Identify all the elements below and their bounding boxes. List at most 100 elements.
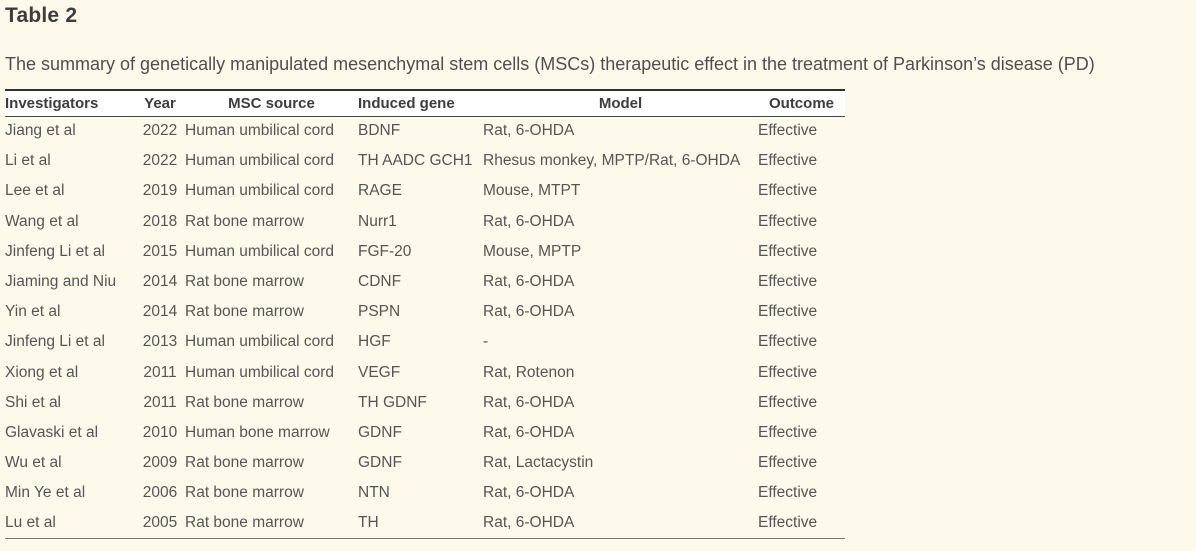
cell-investigators: Glavaski et al [5, 423, 99, 441]
column-header-induced-gene: Induced gene [358, 94, 455, 112]
table-row: Jinfeng Li et al 2015 Human umbilical cord… [5, 237, 845, 267]
cell-investigators: Jinfeng Li et al [5, 242, 105, 260]
cell-year: 2022 [142, 122, 178, 140]
cell-induced-gene: GDNF [358, 454, 402, 472]
cell-induced-gene: Nurr1 [358, 212, 397, 230]
cell-investigators: Xiong et al [5, 363, 79, 381]
cell-msc-source: Rat bone marrow [185, 454, 304, 472]
cell-msc-source: Human bone marrow [185, 423, 330, 441]
table-row: Min Ye et al 2006 Rat bone marrow NTN Rat, 6… [5, 478, 845, 508]
cell-induced-gene: FGF-20 [358, 242, 412, 260]
cell-outcome: Effective [758, 242, 818, 260]
cell-msc-source: Human umbilical cord [185, 122, 335, 140]
cell-msc-source: Human umbilical cord [185, 333, 335, 351]
cell-model: Rat, Rotenon [483, 363, 575, 381]
cell-investigators: Lu et al [5, 514, 56, 532]
cell-induced-gene: VEGF [358, 363, 401, 381]
cell-model: Rat, 6-OHDA [483, 514, 575, 532]
cell-year: 2006 [142, 484, 178, 502]
column-header-year: Year [144, 94, 176, 112]
cell-outcome: Effective [758, 182, 818, 200]
header-row: Investigators Year MSC source Induced gene M… [5, 90, 845, 116]
table-row: Xiong et al 2011 Human umbilical cord VEGF R… [5, 358, 845, 388]
cell-model: Rat, 6-OHDA [483, 122, 575, 140]
cell-year: 2005 [142, 514, 178, 532]
cell-induced-gene: CDNF [358, 273, 402, 291]
cell-induced-gene: GDNF [358, 423, 402, 441]
cell-msc-source: Human umbilical cord [185, 242, 335, 260]
cell-year: 2018 [142, 212, 178, 230]
cell-outcome: Effective [758, 303, 818, 321]
cell-outcome: Effective [758, 454, 818, 472]
cell-model: Rat, 6-OHDA [483, 273, 575, 291]
cell-year: 2011 [143, 393, 177, 411]
cell-model: Rhesus monkey, MPTP/Rat, 6-OHDA [483, 152, 741, 170]
cell-outcome: Effective [758, 423, 818, 441]
cell-outcome: Effective [758, 484, 818, 502]
table-row: Jiaming and Niu 2014 Rat bone marrow CDNF Ra… [5, 267, 845, 297]
cell-year: 2011 [143, 363, 177, 381]
cell-year: 2022 [142, 152, 178, 170]
cell-year: 2013 [142, 333, 178, 351]
cell-induced-gene: TH [358, 514, 379, 532]
cell-outcome: Effective [758, 212, 818, 230]
cell-msc-source: Rat bone marrow [185, 303, 304, 321]
cell-model: Mouse, MPTP [483, 242, 582, 260]
cell-investigators: Yin et al [5, 303, 61, 321]
table-row: Jinfeng Li et al 2013 Human umbilical cord… [5, 327, 845, 357]
cell-msc-source: Rat bone marrow [185, 393, 304, 411]
cell-model: Rat, 6-OHDA [483, 484, 575, 502]
table-row: Shi et al 2011 Rat bone marrow TH GDNF Rat, … [5, 388, 845, 418]
cell-investigators: Min Ye et al [5, 484, 86, 502]
cell-investigators: Lee et al [5, 182, 65, 200]
cell-year: 2009 [142, 454, 178, 472]
cell-year: 2019 [142, 182, 178, 200]
cell-outcome: Effective [758, 363, 818, 381]
cell-investigators: Wu et al [5, 454, 62, 472]
table-row: Wu et al 2009 Rat bone marrow GDNF Rat, Lact… [5, 448, 845, 478]
article-table-section: Table 2 The summary of genetically manip… [5, 4, 1095, 540]
cell-msc-source: Rat bone marrow [185, 514, 304, 532]
cell-model: - [483, 333, 489, 351]
cell-investigators: Shi et al [5, 393, 62, 411]
table-row: Lee et al 2019 Human umbilical cord RAGE Mou… [5, 176, 845, 206]
cell-investigators: Jiaming and Niu [5, 273, 117, 291]
table-row: Lu et al 2005 Rat bone marrow TH Rat, 6-OHDA… [5, 508, 845, 538]
table-row: Yin et al 2014 Rat bone marrow PSPN Rat, 6-O… [5, 297, 845, 327]
table-body: Jiang et al 2022 Human umbilical cord BDNF R… [5, 116, 845, 539]
column-header-msc-source: MSC source [228, 94, 315, 112]
cell-model: Rat, 6-OHDA [483, 393, 575, 411]
cell-model: Rat, 6-OHDA [483, 423, 575, 441]
cell-outcome: Effective [758, 333, 818, 351]
cell-model: Rat, 6-OHDA [483, 212, 575, 230]
cell-year: 2010 [142, 423, 178, 441]
cell-year: 2014 [142, 273, 178, 291]
column-header-investigators: Investigators [5, 94, 99, 112]
cell-induced-gene: HGF [358, 333, 391, 351]
cell-msc-source: Rat bone marrow [185, 484, 304, 502]
cell-year: 2014 [142, 303, 178, 321]
table-row: Glavaski et al 2010 Human bone marrow GDNF R… [5, 418, 845, 448]
cell-outcome: Effective [758, 152, 818, 170]
cell-investigators: Jinfeng Li et al [5, 333, 105, 351]
cell-model: Rat, Lactacystin [483, 454, 594, 472]
cell-msc-source: Rat bone marrow [185, 212, 304, 230]
page-title: Table 2 [5, 4, 78, 27]
data-table: Investigators Year MSC source Induced gene M… [5, 89, 845, 540]
cell-outcome: Effective [758, 273, 818, 291]
cell-investigators: Jiang et al [5, 122, 76, 140]
cell-induced-gene: BDNF [358, 122, 401, 140]
cell-outcome: Effective [758, 122, 818, 140]
cell-outcome: Effective [758, 514, 818, 532]
column-header-outcome: Outcome [768, 94, 834, 112]
cell-outcome: Effective [758, 393, 818, 411]
cell-investigators: Li et al [5, 152, 51, 170]
cell-msc-source: Human umbilical cord [185, 363, 335, 381]
cell-induced-gene: TH GDNF [358, 393, 427, 411]
cell-model: Rat, 6-OHDA [483, 303, 575, 321]
cell-induced-gene: NTN [358, 484, 390, 502]
table-row: Li et al 2022 Human umbilical cord TH AADC … [5, 146, 845, 176]
table-row: Wang et al 2018 Rat bone marrow Nurr1 Rat, 6… [5, 207, 845, 237]
cell-msc-source: Rat bone marrow [185, 273, 304, 291]
cell-year: 2015 [142, 242, 178, 260]
